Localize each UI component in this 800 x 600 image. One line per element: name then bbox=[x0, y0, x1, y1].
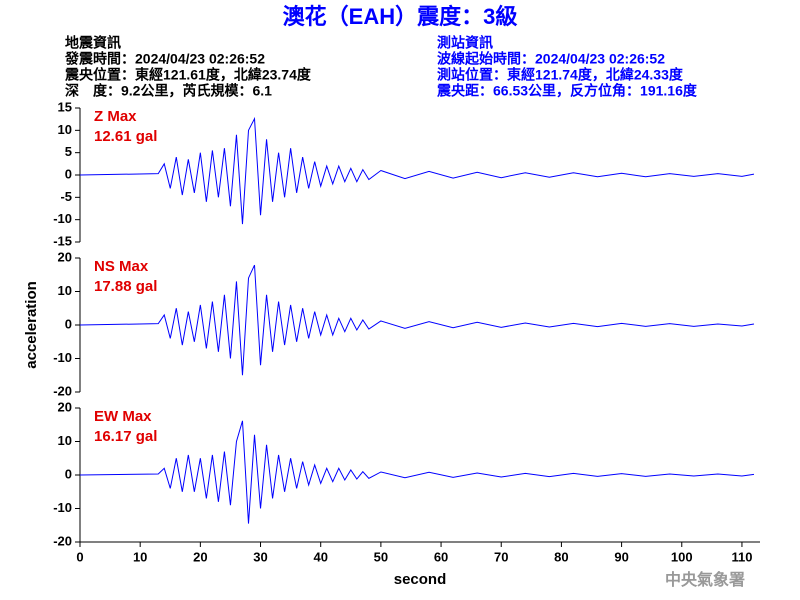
info-line: 波線起始時間：2024/04/23 02:26:52 bbox=[437, 51, 665, 67]
y-tick-label: 5 bbox=[65, 144, 72, 159]
x-tick-label: 10 bbox=[133, 549, 147, 564]
y-tick-label: 20 bbox=[58, 249, 72, 264]
x-tick-label: 50 bbox=[374, 549, 388, 564]
waveform bbox=[79, 116, 755, 225]
y-tick-label: 20 bbox=[58, 399, 72, 414]
x-tick-label: 90 bbox=[614, 549, 628, 564]
x-axis-label: second bbox=[394, 571, 447, 588]
y-tick-label: -5 bbox=[60, 189, 72, 204]
y-tick-label: 10 bbox=[58, 122, 72, 137]
info-line: 測站資訊 bbox=[437, 35, 493, 51]
y-tick-label: -20 bbox=[53, 383, 72, 398]
y-tick-label: 0 bbox=[65, 316, 72, 331]
y-tick-label: 15 bbox=[58, 99, 72, 114]
y-tick-label: -10 bbox=[53, 500, 72, 515]
waveform bbox=[79, 264, 755, 376]
x-tick-label: 20 bbox=[193, 549, 207, 564]
max-label: 12.61 gal bbox=[94, 128, 157, 145]
x-tick-label: 80 bbox=[554, 549, 568, 564]
y-tick-label: -15 bbox=[53, 233, 72, 248]
x-tick-label: 110 bbox=[731, 549, 752, 564]
y-tick-label: 0 bbox=[65, 166, 72, 181]
x-tick-label: 30 bbox=[253, 549, 267, 564]
y-axis-label: acceleration bbox=[23, 281, 40, 369]
info-line: 震央位置：東經121.61度，北緯23.74度 bbox=[64, 67, 312, 83]
y-tick-label: -20 bbox=[53, 533, 72, 548]
y-tick-label: 0 bbox=[65, 466, 72, 481]
info-line: 發震時間：2024/04/23 02:26:52 bbox=[64, 51, 265, 67]
x-tick-label: 100 bbox=[671, 549, 693, 564]
x-tick-label: 60 bbox=[434, 549, 448, 564]
footer: 中央氣象署 bbox=[665, 570, 745, 589]
y-tick-label: -10 bbox=[53, 350, 72, 365]
waveform bbox=[79, 420, 755, 524]
max-label: 16.17 gal bbox=[94, 428, 157, 445]
max-label: 17.88 gal bbox=[94, 278, 157, 295]
info-line: 測站位置：東經121.74度，北緯24.33度 bbox=[437, 67, 684, 83]
y-tick-label: -10 bbox=[53, 211, 72, 226]
chart-title: 澳花（EAH）震度：3級 bbox=[283, 4, 518, 29]
max-label: Z Max bbox=[94, 108, 137, 125]
max-label: NS Max bbox=[94, 258, 149, 275]
info-line: 地震資訊 bbox=[65, 35, 121, 51]
max-label: EW Max bbox=[94, 408, 152, 425]
info-line: 深 度：9.2公里，芮氏規模：6.1 bbox=[65, 83, 272, 99]
y-tick-label: 10 bbox=[58, 283, 72, 298]
x-tick-label: 70 bbox=[494, 549, 508, 564]
x-tick-label: 0 bbox=[76, 549, 83, 564]
info-line: 震央距：66.53公里，反方位角：191.16度 bbox=[436, 83, 698, 99]
x-tick-label: 40 bbox=[313, 549, 327, 564]
y-tick-label: 10 bbox=[58, 433, 72, 448]
